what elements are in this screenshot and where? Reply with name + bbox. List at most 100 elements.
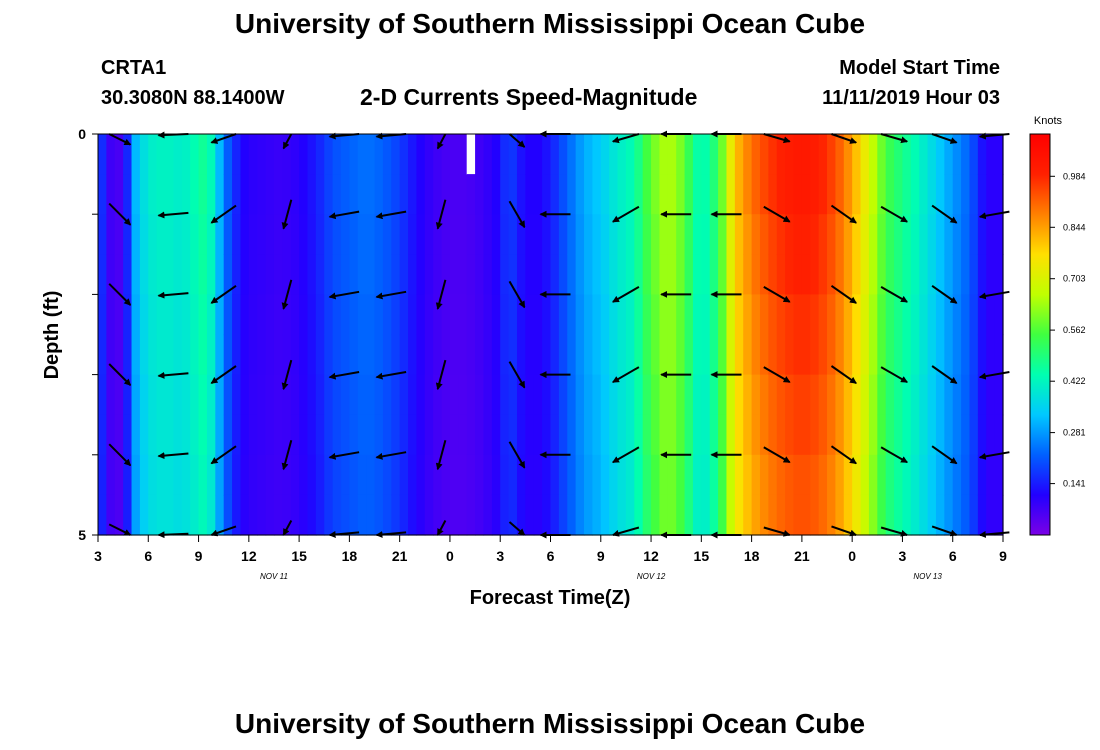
heatmap-cell [935, 414, 945, 456]
heatmap-cell [273, 174, 283, 215]
heatmap-cell [818, 374, 828, 416]
heatmap-cell [273, 494, 283, 536]
heatmap-cell [810, 174, 820, 215]
heatmap-cell [768, 494, 778, 536]
heatmap-cell [500, 134, 510, 175]
heatmap-cell [324, 134, 334, 175]
heatmap-cell [609, 454, 619, 496]
x-tick-label: 0 [848, 548, 856, 564]
heatmap-cell [768, 134, 778, 175]
heatmap-cell [156, 294, 166, 336]
heatmap-cell [952, 294, 962, 336]
heatmap-cell [223, 334, 233, 376]
heatmap-cell [282, 454, 292, 496]
heatmap-cell [424, 374, 434, 416]
heatmap-cell [969, 294, 979, 336]
heatmap-cell [852, 494, 862, 536]
heatmap-cell [98, 254, 107, 295]
heatmap-cell [676, 294, 686, 336]
heatmap-cell [567, 414, 577, 456]
heatmap-cell [751, 294, 761, 336]
heatmap-cell [299, 254, 309, 295]
heatmap-cell [684, 414, 694, 456]
heatmap-cell [827, 334, 837, 376]
heatmap-cell [165, 334, 175, 376]
heatmap-cell [190, 174, 200, 215]
heatmap-cell [449, 414, 459, 456]
heatmap-cell [173, 134, 183, 175]
heatmap-cell [718, 374, 728, 416]
heatmap-cell [567, 254, 577, 295]
heatmap-cell [240, 294, 250, 336]
heatmap-cell [835, 334, 845, 376]
heatmap-cell [156, 254, 166, 295]
heatmap-cell [617, 294, 627, 336]
heatmap-cell [148, 294, 158, 336]
heatmap-cell [114, 494, 124, 536]
heatmap-cell [148, 214, 158, 255]
heatmap-cell [366, 174, 376, 215]
current-vector [108, 443, 132, 467]
heatmap-cell [718, 414, 728, 456]
heatmap-cell [240, 254, 250, 295]
heatmap-cell [181, 454, 191, 496]
heatmap-cell [600, 254, 610, 295]
heatmap-cell [592, 174, 602, 215]
heatmap-cell [223, 494, 233, 536]
x-tick-label: 3 [496, 548, 504, 564]
heatmap-cell [206, 214, 216, 255]
heatmap-cell [977, 414, 987, 456]
heatmap-cell [525, 334, 535, 376]
heatmap-cell [617, 134, 627, 175]
heatmap-cell [156, 174, 166, 215]
heatmap-cell [399, 494, 409, 536]
heatmap-cell [927, 174, 937, 215]
heatmap-cell [315, 174, 325, 215]
heatmap-cell [123, 374, 133, 416]
heatmap-cell [332, 414, 342, 456]
heatmap-cell [491, 374, 501, 416]
heatmap-cell [852, 454, 862, 496]
heatmap-cell [148, 134, 158, 175]
heatmap-cell [382, 374, 392, 416]
heatmap-cell [508, 214, 518, 255]
heatmap-cell [743, 134, 753, 175]
current-vector [157, 211, 189, 219]
heatmap-cell [810, 414, 820, 456]
heatmap-cell [625, 494, 635, 536]
heatmap-cell [709, 374, 719, 416]
heatmap-cell [919, 454, 929, 496]
heatmap-cell [877, 214, 887, 255]
heatmap-cell [491, 254, 501, 295]
heatmap-cell [969, 214, 979, 255]
heatmap-cell [910, 334, 920, 376]
heatmap-cell [215, 494, 225, 536]
heatmap-cell [424, 414, 434, 456]
heatmap-cell [516, 254, 526, 295]
heatmap-cell [827, 494, 837, 536]
x-tick-label: 18 [342, 548, 358, 564]
heatmap-cell [257, 334, 267, 376]
heatmap-cell [718, 494, 728, 536]
heatmap-cell [600, 334, 610, 376]
heatmap-cell [667, 374, 677, 416]
heatmap-cell [751, 414, 761, 456]
heatmap-cell [676, 494, 686, 536]
heatmap-cell [877, 374, 887, 416]
heatmap-cell [558, 214, 568, 255]
heatmap-cell [215, 414, 225, 456]
heatmap-cell [709, 494, 719, 536]
current-vector [880, 366, 908, 383]
heatmap-cell [232, 374, 242, 416]
heatmap-cell [751, 454, 761, 496]
current-vector [612, 286, 640, 303]
heatmap-cell [759, 454, 769, 496]
heatmap-cell [148, 254, 158, 295]
heatmap-cell [600, 454, 610, 496]
heatmap-cell [726, 174, 736, 215]
heatmap-cell [701, 454, 711, 496]
heatmap-cell [558, 414, 568, 456]
heatmap-cell [466, 134, 476, 175]
heatmap-cell [223, 294, 233, 336]
heatmap-cell [341, 134, 350, 175]
